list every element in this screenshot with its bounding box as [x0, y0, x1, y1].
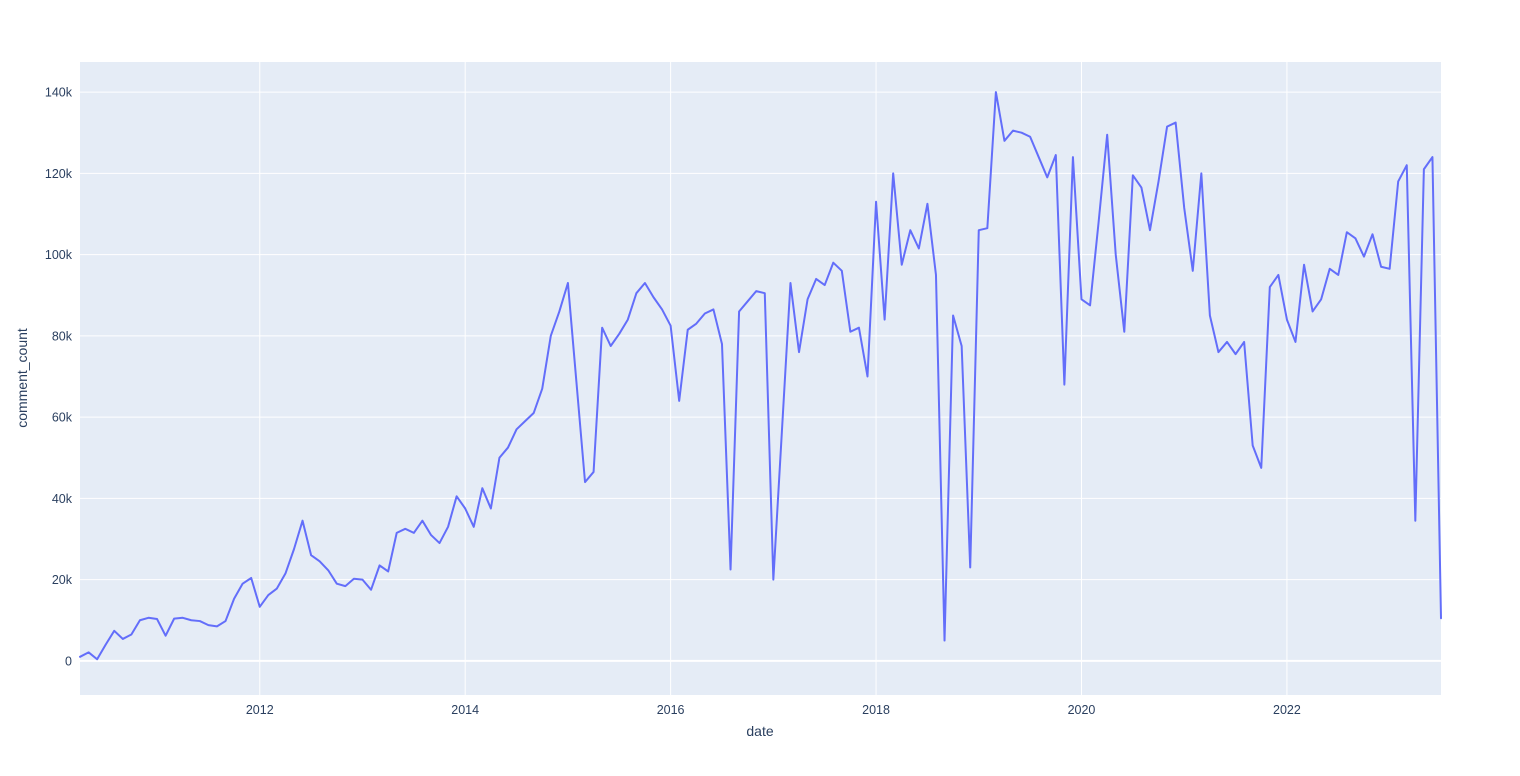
x-tick-label: 2018 [862, 703, 890, 717]
y-tick-label: 80k [52, 329, 73, 343]
x-tick-label: 2014 [451, 703, 479, 717]
y-tick-label: 40k [52, 492, 73, 506]
plot-area[interactable] [80, 62, 1441, 695]
x-tick-label: 2012 [246, 703, 274, 717]
y-tick-label: 100k [45, 248, 73, 262]
x-axis-title: date [746, 723, 774, 739]
trace-line [79, 91, 1442, 661]
y-tick-label: 20k [52, 573, 73, 587]
y-tick-label: 120k [45, 167, 73, 181]
x-tick-label: 2020 [1068, 703, 1096, 717]
x-tick-label: 2016 [657, 703, 685, 717]
y-tick-label: 60k [52, 411, 73, 425]
y-tick-label: 140k [45, 86, 73, 100]
y-axis-title: comment_count [14, 328, 30, 428]
x-tick-label: 2022 [1273, 703, 1301, 717]
y-tick-label: 0 [65, 654, 72, 668]
